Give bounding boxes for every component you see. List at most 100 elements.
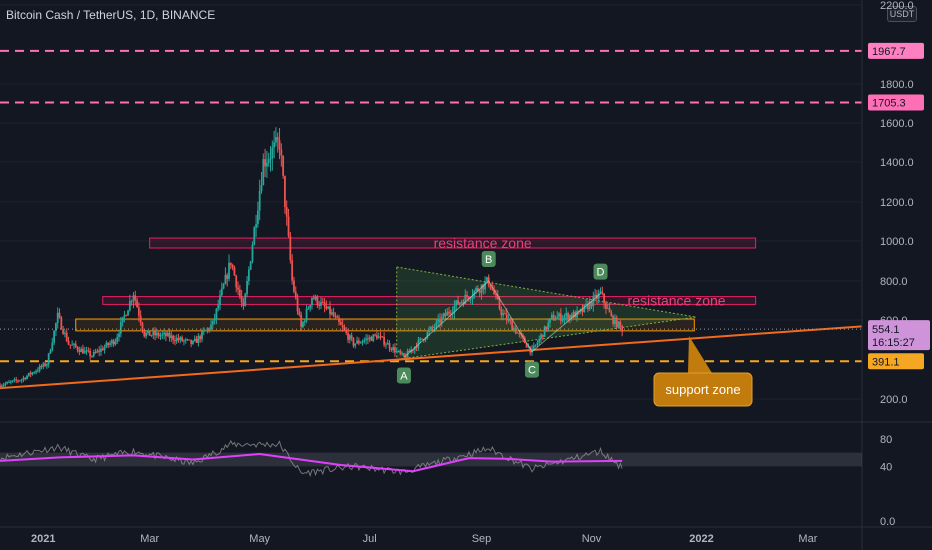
candle-body [8, 381, 10, 383]
candle-body [220, 288, 223, 296]
candle-body [146, 330, 149, 333]
candle-body [92, 351, 95, 357]
resistance-zone-label-upper: resistance zone [434, 235, 532, 251]
candle-body [128, 301, 131, 311]
candle-body [605, 303, 607, 309]
candle-body [119, 322, 122, 334]
candle-body [325, 306, 328, 309]
candle-body [253, 227, 256, 245]
candle-body [419, 338, 422, 341]
candle-body [318, 305, 321, 307]
wave-label-b: B [485, 254, 492, 266]
candle-body [193, 338, 196, 341]
candle-body [531, 348, 533, 353]
candle-body [365, 338, 367, 341]
candle-body [183, 340, 185, 342]
candle-body [471, 295, 474, 299]
candle-body [399, 350, 402, 354]
candle-body [170, 335, 173, 339]
candle-body [442, 313, 445, 317]
wave-label-b-bg [481, 251, 496, 267]
candle-body [314, 296, 317, 300]
candle-body [94, 351, 97, 353]
candle-body [352, 338, 355, 346]
candle-body [166, 332, 169, 337]
candle-body [280, 149, 283, 156]
price-axis-tick: 2200.0 [880, 0, 914, 12]
candle-body [49, 350, 52, 354]
candle-body [56, 312, 59, 324]
candle-body [204, 330, 207, 332]
candle-body [148, 330, 151, 336]
candle-body [536, 342, 539, 345]
candle-body [179, 337, 182, 340]
candle-body [51, 342, 54, 351]
candle-body [413, 346, 416, 351]
candle-body [493, 289, 496, 295]
candle-body [9, 381, 12, 383]
candle-body [87, 350, 90, 352]
wave-label-d: D [597, 267, 605, 279]
candle-body [615, 317, 618, 328]
rsi-band [0, 452, 862, 467]
candle-body [109, 343, 111, 345]
current-price-value: 554.1 [872, 324, 900, 336]
candle-body [395, 350, 398, 353]
candle-body [385, 344, 387, 346]
candle-body [53, 330, 56, 343]
candle-body [332, 312, 335, 317]
candle-body [13, 379, 16, 381]
candle-body [177, 337, 180, 340]
currency-button[interactable]: USDT [887, 6, 917, 22]
candle-body [222, 284, 225, 289]
candle-body [370, 337, 373, 341]
candle-body [500, 308, 503, 316]
candle-body [150, 335, 153, 337]
candle-body [532, 345, 535, 349]
support-zone-label: support zone [665, 382, 740, 397]
candle-body [466, 294, 468, 298]
price-axis-tick: 1600.0 [880, 118, 914, 130]
candle-body [229, 262, 232, 265]
candle-body [397, 350, 400, 352]
candle-body [123, 315, 126, 317]
candle-body [327, 306, 330, 309]
candle-body [287, 216, 290, 236]
candle-body [215, 308, 218, 319]
candle-body [136, 300, 138, 308]
candle-body [330, 312, 333, 315]
candle-body [282, 155, 285, 176]
candle-body [217, 305, 220, 309]
candle-body [590, 301, 593, 307]
candle-body [202, 330, 205, 332]
candle-body [213, 318, 216, 321]
candle-body [125, 315, 128, 317]
candle-body [404, 356, 407, 358]
candle-body [403, 353, 405, 357]
candle-body [588, 301, 591, 310]
candle-body [211, 320, 214, 325]
candle-body [357, 340, 360, 344]
candle-body [105, 342, 108, 348]
candle-body [437, 318, 440, 322]
candle-body [426, 332, 429, 339]
candle-body [199, 336, 202, 340]
candle-body [264, 159, 266, 167]
candle-body [172, 335, 175, 341]
candle-body [612, 316, 615, 324]
candle-body [448, 311, 450, 314]
price-axis-tick: 1200.0 [880, 197, 914, 209]
candle-body [208, 328, 211, 330]
candle-body [85, 350, 88, 352]
candle-body [476, 287, 479, 291]
candle-body [276, 137, 279, 141]
candle-body [366, 338, 369, 340]
candle-body [377, 336, 380, 339]
candle-body [233, 267, 236, 276]
candle-body [293, 280, 295, 292]
candle-body [60, 317, 63, 330]
candle-body [320, 302, 322, 306]
candle-body [527, 346, 530, 348]
price-axis-tick: 1800.0 [880, 79, 914, 91]
